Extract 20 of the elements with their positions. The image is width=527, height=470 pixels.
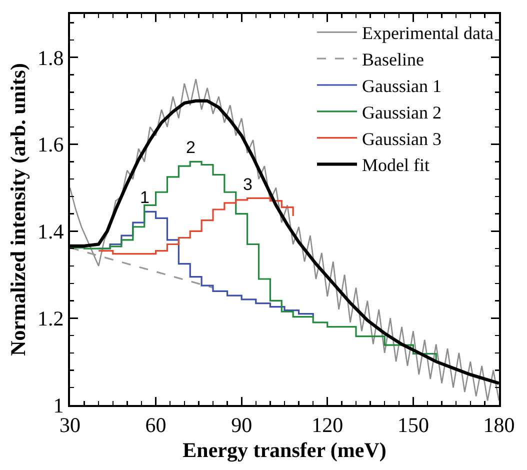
y-tick-label: 1.4 (38, 220, 64, 244)
annotation: 2 (186, 138, 196, 157)
x-tick-label: 60 (145, 413, 166, 438)
legend-label: Gaussian 3 (362, 128, 442, 149)
legend-label: Model fit (362, 155, 430, 176)
x-tick-label: 180 (483, 413, 515, 438)
legend-label: Gaussian 1 (362, 76, 442, 96)
x-tick-label: 150 (397, 413, 429, 438)
legend-label: Gaussian 2 (362, 102, 442, 122)
y-axis-title: Normalized intensity (arb. units) (6, 63, 30, 356)
legend-label: Baseline (362, 50, 424, 70)
x-tick-label: 90 (231, 413, 252, 438)
annotation: 1 (140, 188, 150, 207)
annotation: 3 (243, 175, 252, 194)
y-tick-label: 1.6 (38, 132, 64, 157)
y-tick-label: 1.8 (38, 46, 64, 70)
legend-label: Experimental data (362, 23, 494, 44)
x-tick-label: 120 (312, 413, 344, 438)
x-axis-title: Energy transfer (meV) (182, 438, 386, 462)
y-tick-label: 1.2 (38, 306, 64, 330)
